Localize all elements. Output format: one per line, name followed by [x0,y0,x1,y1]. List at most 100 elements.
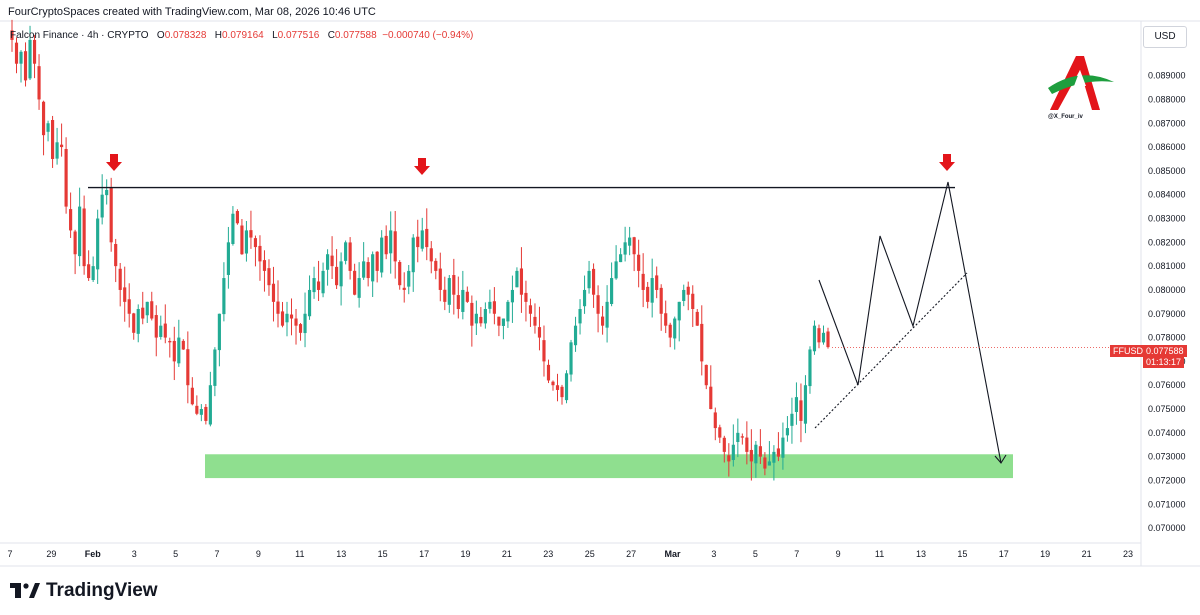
candle-body [402,287,406,290]
projection-path [818,181,1002,464]
candle-body [172,340,176,362]
candle-body [632,237,636,255]
y-tick-label: 0.072000 [1148,475,1186,485]
candle-body [118,268,122,290]
candle-body [339,261,343,287]
candle-body [713,412,717,429]
candle-body [736,432,740,443]
candle-body [470,302,474,326]
candle-body [82,208,86,267]
y-tick-label: 0.083000 [1148,214,1186,224]
candle-body [650,278,654,303]
candle-body [659,287,663,314]
y-tick-label: 0.073000 [1148,452,1186,462]
symbol-name[interactable]: Falcon Finance · 4h · CRYPTO [10,30,149,41]
candle-body [434,260,438,271]
candle-body [285,313,289,323]
x-tick-label: Mar [665,549,682,559]
author-handle: @X_Four_iv [1048,114,1083,120]
close-label: C [327,30,335,41]
price-axis[interactable]: 0.089000 0.088000 0.087000 0.086000 0.085000… [1148,71,1186,533]
candle-body [64,148,68,207]
candle-body [510,289,514,303]
candle-body [344,242,348,261]
candle-body [50,120,55,159]
y-tick-label: 0.075000 [1148,404,1186,414]
tradingview-logo[interactable]: TradingView [10,580,158,602]
candle-body [799,400,803,421]
candle-body [123,287,127,302]
y-tick-label: 0.087000 [1148,118,1186,128]
candle-body [244,230,249,254]
candle-body [249,230,253,238]
candle-body [78,206,82,257]
candle-body [812,325,817,352]
x-tick-label: 13 [336,549,346,559]
candle-body [208,385,212,425]
y-tick-label: 0.089000 [1148,71,1186,81]
candle-body [262,260,267,271]
candle-body [23,51,28,81]
candle-body [821,332,826,343]
symbol-info-bar[interactable]: Falcon Finance · 4h · CRYPTO O0.078328 H… [10,30,473,41]
candle-body [555,385,560,390]
candle-body [763,457,767,469]
candle-body [677,301,681,321]
y-tick-label: 0.080000 [1148,285,1186,295]
x-tick-label: 3 [711,549,716,559]
open-value: 0.078328 [164,30,207,41]
candle-body [691,293,695,310]
candle-body [447,278,451,305]
currency-button[interactable]: USD [1143,26,1187,48]
y-tick-label: 0.078000 [1148,333,1186,343]
candle-body [240,225,244,255]
candle-body [740,436,744,438]
candle-body [569,342,573,375]
candle-body [610,278,614,304]
low-label: L [272,30,278,41]
time-axis[interactable]: 7 29 Feb 3 5 7 9 11 13 15 17 19 21 23 25 27 Mar 3 5 7 9 11 13 1… [7,549,1133,559]
y-tick-label: 0.079000 [1148,309,1186,319]
candle-body [573,325,578,346]
candle-body [519,268,524,295]
candle-body [411,237,415,273]
candle-body [96,218,100,270]
candle-body [154,315,158,338]
candle-body [542,340,546,362]
candle-body [438,268,442,290]
candle-body [808,349,812,387]
candle-body [578,309,582,324]
candle-body [443,289,447,302]
candle-body [546,364,551,381]
candle-body [55,142,59,159]
red-down-arrow-icon [939,154,955,171]
candle-body [501,318,505,326]
candle-body [483,309,487,324]
candle-body [560,386,564,398]
candle-body [10,30,14,40]
drawings [88,154,1141,464]
candle-body [452,275,456,295]
candle-body [722,437,726,452]
candle-body [91,266,95,281]
close-value: 0.077588 [334,30,377,41]
open-label: O [156,30,165,41]
y-tick-label: 0.086000 [1148,142,1186,152]
candle-body [375,251,379,271]
candle-body [407,270,411,287]
x-tick-label: 11 [295,549,304,559]
candle-body [695,311,699,326]
candle-body [506,301,510,322]
y-tick-label: 0.074000 [1148,428,1186,438]
candle-body [591,268,596,295]
y-tick-label: 0.084000 [1148,190,1186,200]
candle-body [159,325,163,337]
x-tick-label: 9 [256,549,261,559]
candle-body [398,262,402,286]
support-zone-layer [205,454,1013,479]
candle-body [515,270,519,288]
dotted-trendline [814,272,968,429]
candle-body [41,101,46,136]
candle-body [803,385,808,424]
